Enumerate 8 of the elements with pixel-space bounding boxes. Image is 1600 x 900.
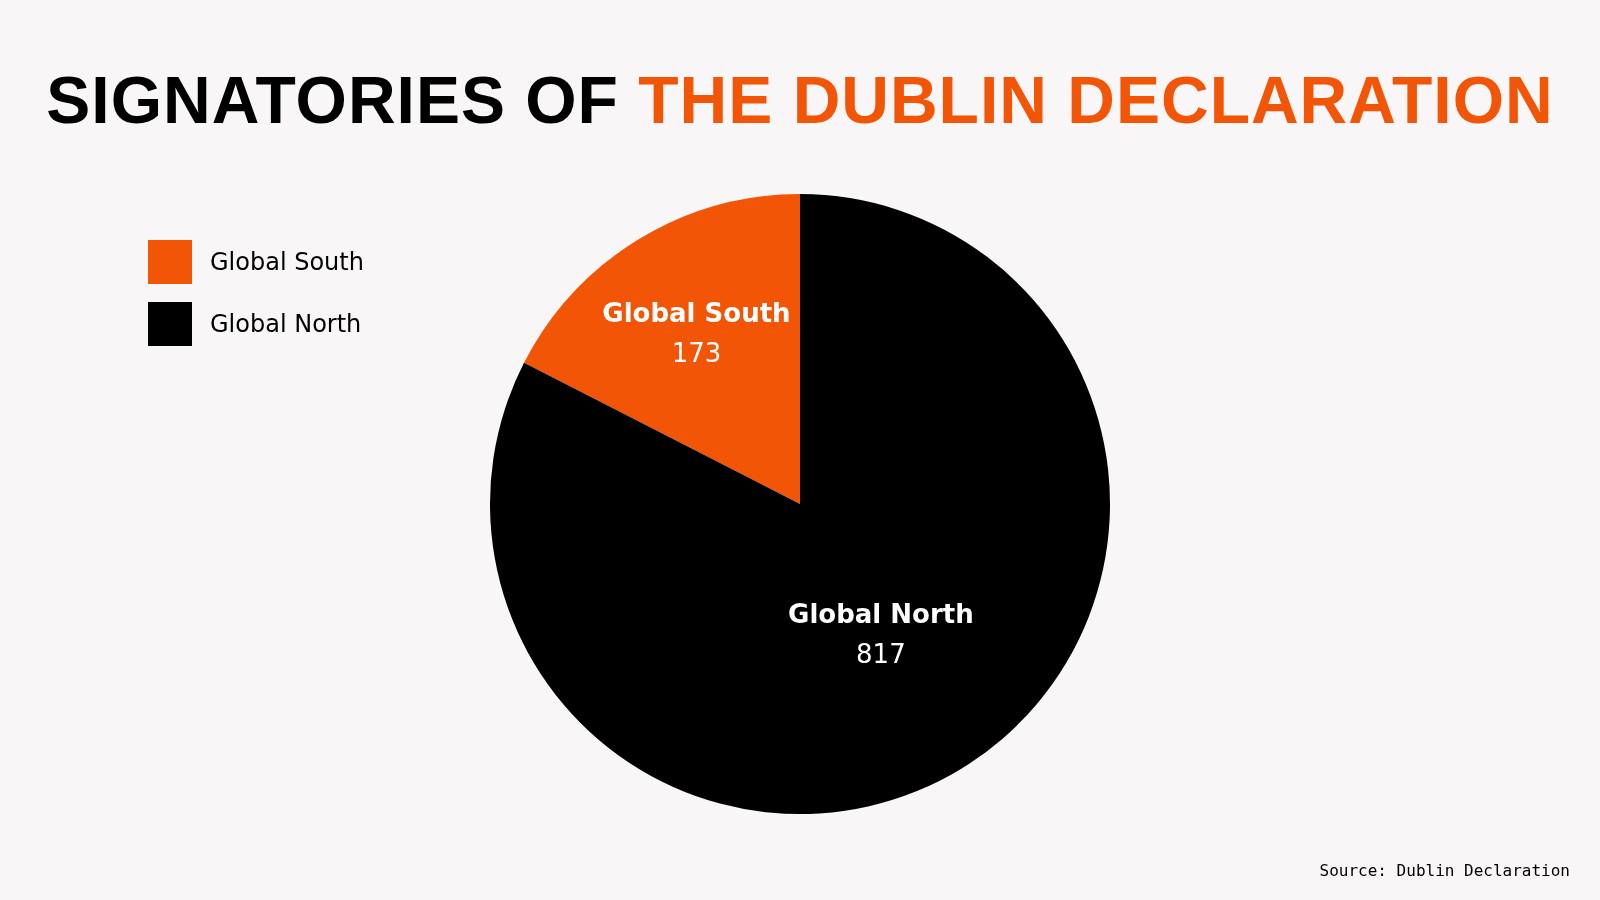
data-label: 173 xyxy=(671,337,722,368)
chart-title: SIGNATORIES OF THE DUBLIN DECLARATION xyxy=(46,63,1554,137)
source-note: Source: Dublin Declaration xyxy=(1319,861,1570,880)
slice-label: Global North xyxy=(788,598,974,629)
legend-label: Global North xyxy=(210,310,362,338)
legend-label: Global South xyxy=(210,248,364,276)
data-label: 817 xyxy=(856,638,906,669)
slice-label: Global South xyxy=(602,297,791,328)
